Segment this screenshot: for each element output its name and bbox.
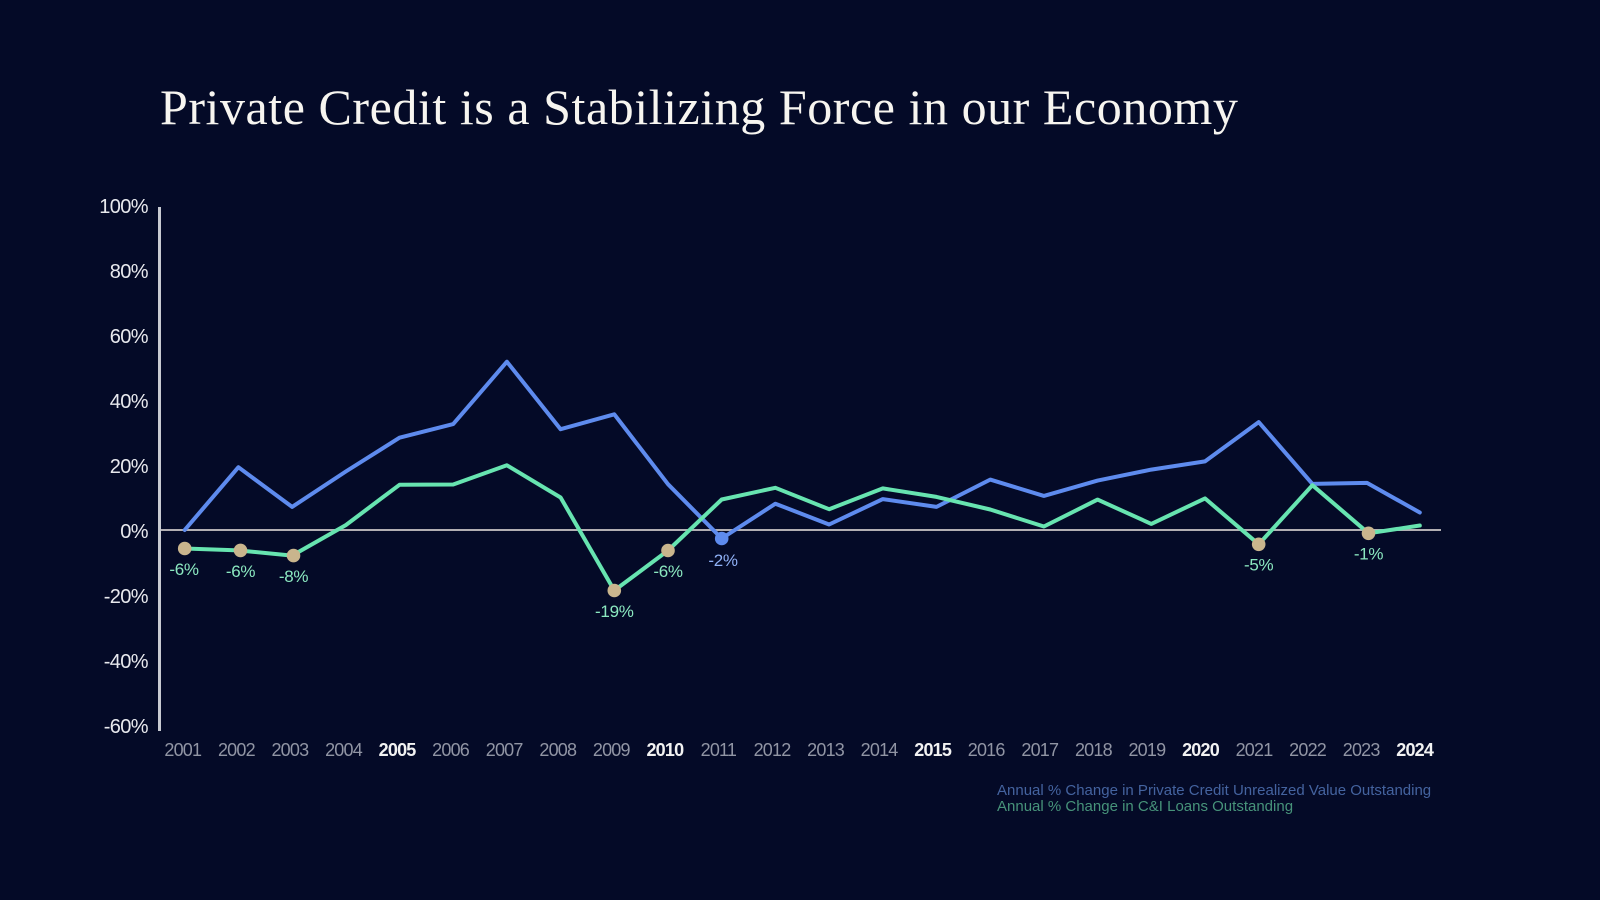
svg-text:2016: 2016 [968, 740, 1006, 760]
svg-text:2006: 2006 [432, 740, 470, 760]
svg-text:2010: 2010 [646, 740, 684, 760]
svg-text:60%: 60% [110, 326, 149, 348]
svg-text:-5%: -5% [1244, 556, 1274, 575]
svg-text:-8%: -8% [279, 567, 309, 586]
svg-text:-20%: -20% [104, 586, 149, 608]
svg-text:2008: 2008 [539, 740, 577, 760]
svg-text:2023: 2023 [1343, 740, 1381, 760]
svg-text:2017: 2017 [1021, 740, 1059, 760]
svg-text:2011: 2011 [701, 740, 737, 760]
svg-text:-60%: -60% [104, 716, 149, 738]
svg-text:2007: 2007 [486, 740, 524, 760]
svg-text:20%: 20% [110, 456, 149, 478]
svg-text:-6%: -6% [226, 562, 256, 581]
svg-text:-6%: -6% [653, 562, 683, 581]
svg-text:2002: 2002 [218, 740, 256, 760]
svg-text:2014: 2014 [861, 740, 899, 760]
svg-text:2005: 2005 [379, 740, 417, 760]
svg-text:2004: 2004 [325, 740, 363, 760]
svg-text:Annual % Change in C&I Loans O: Annual % Change in C&I Loans Outstanding [997, 798, 1293, 815]
svg-text:2001: 2001 [164, 740, 202, 760]
svg-text:2015: 2015 [914, 740, 952, 760]
svg-text:Annual % Change in Private Cre: Annual % Change in Private Credit Unreal… [997, 782, 1431, 799]
svg-text:0%: 0% [120, 521, 149, 543]
svg-text:2024: 2024 [1396, 740, 1434, 760]
svg-text:2022: 2022 [1289, 740, 1327, 760]
svg-text:-1%: -1% [1354, 545, 1384, 564]
svg-text:-6%: -6% [169, 560, 199, 579]
svg-text:80%: 80% [110, 261, 149, 283]
svg-text:2021: 2021 [1236, 740, 1274, 760]
svg-text:2013: 2013 [807, 740, 845, 760]
svg-text:2012: 2012 [754, 740, 792, 760]
svg-text:100%: 100% [99, 196, 149, 218]
svg-text:2003: 2003 [271, 740, 309, 760]
svg-text:2019: 2019 [1128, 740, 1166, 760]
svg-text:40%: 40% [110, 391, 149, 413]
svg-text:-40%: -40% [104, 651, 149, 673]
svg-text:-2%: -2% [708, 551, 738, 570]
svg-text:2009: 2009 [593, 740, 631, 760]
svg-text:-19%: -19% [595, 602, 634, 621]
svg-text:2018: 2018 [1075, 740, 1113, 760]
svg-text:2020: 2020 [1182, 740, 1220, 760]
